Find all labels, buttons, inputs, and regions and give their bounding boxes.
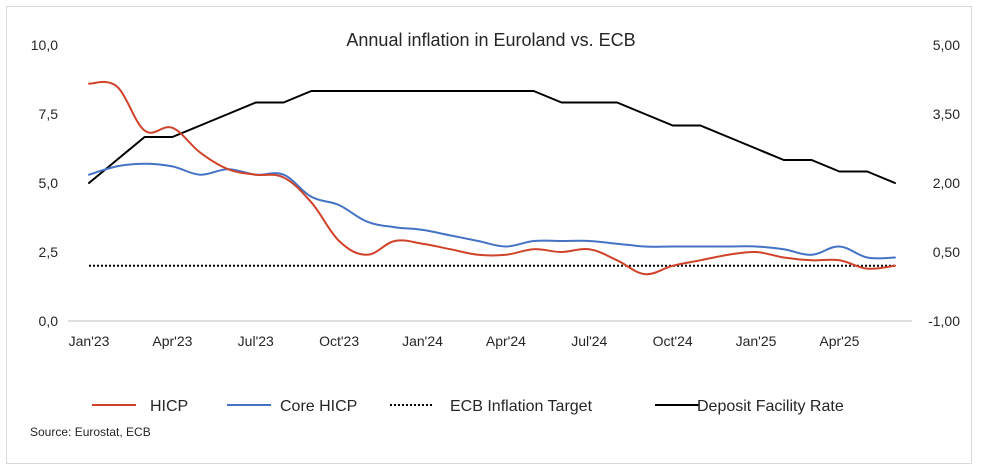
legend-label-core-hicp: Core HICP (280, 398, 357, 415)
legend-label-deposit-facility-rate: Deposit Facility Rate (697, 398, 844, 415)
x-tick-label: Jan'23 (69, 333, 110, 349)
series-line-deposit-facility-rate (88, 90, 896, 184)
right-tick-label: -1,00 (928, 313, 960, 329)
x-tick-label: Apr'23 (152, 333, 192, 349)
right-axis-ticks: -1,00 0,50 2,00 3,50 5,00 (928, 37, 960, 329)
chart-frame (6, 6, 972, 464)
left-tick-label: 7,5 (39, 106, 59, 122)
x-tick-label: Apr'25 (819, 333, 859, 349)
left-tick-label: 10,0 (31, 37, 58, 53)
x-tick-label: Apr'24 (486, 333, 526, 349)
left-tick-label: 2,5 (39, 244, 59, 260)
series-layer (88, 80, 896, 276)
series-line-core-hicp (88, 162, 896, 260)
x-tick-label: Oct'24 (653, 333, 693, 349)
x-axis-ticks: Jan'23 Apr'23 Jul'23 Oct'23 Jan'24 Apr'24 Jul'… (69, 333, 860, 349)
x-tick-label: Jan'24 (402, 333, 443, 349)
source-note: Source: Eurostat, ECB (30, 425, 151, 439)
x-tick-label: Oct'23 (319, 333, 359, 349)
left-tick-label: 5,0 (39, 175, 59, 191)
legend-label-hicp: HICP (150, 398, 188, 415)
right-tick-label: 5,00 (933, 37, 960, 53)
right-tick-label: 0,50 (933, 244, 960, 260)
series-line-hicp (88, 80, 896, 276)
chart-title: Annual inflation in Euroland vs. ECB (346, 30, 635, 50)
left-tick-label: 0,0 (39, 313, 59, 329)
legend-label-ecb-inflation-target: ECB Inflation Target (450, 398, 593, 415)
right-tick-label: 2,00 (933, 175, 960, 191)
x-tick-label: Jan'25 (736, 333, 777, 349)
right-tick-label: 3,50 (933, 106, 960, 122)
x-tick-label: Jul'24 (571, 333, 607, 349)
x-tick-label: Jul'23 (238, 333, 274, 349)
legend: HICP Core HICP ECB Inflation Target Deposit… (92, 398, 844, 415)
left-axis-ticks: 0,0 2,5 5,0 7,5 10,0 (31, 37, 58, 329)
